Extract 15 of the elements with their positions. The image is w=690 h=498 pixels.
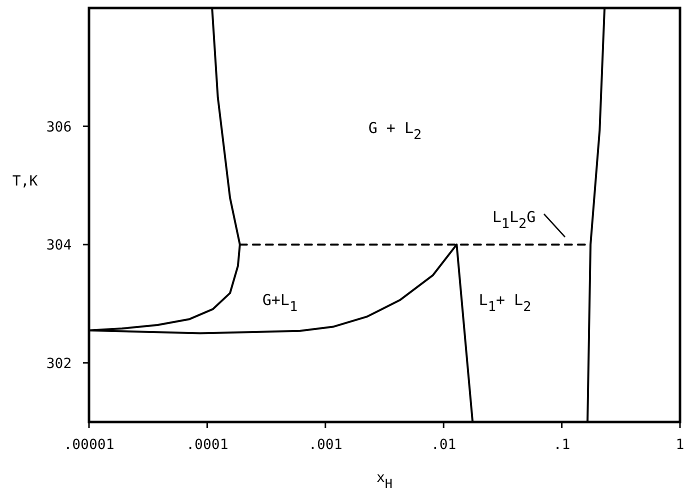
- x-tick-label: 1: [676, 437, 684, 453]
- y-tick-label: 304: [46, 238, 72, 254]
- x-tick-label: .0001: [186, 437, 228, 453]
- x-tick-label: .01: [430, 437, 456, 453]
- x-tick-label: .1: [553, 437, 570, 453]
- x-tick-label: .00001: [64, 437, 114, 453]
- annotation: G + L$_{2}$: [368, 119, 422, 144]
- y-axis-title: T,K: [12, 173, 38, 190]
- x-axis-title: x$_{H}$: [376, 470, 393, 491]
- annotation: L$_{1}$+ L$_{2}$: [478, 291, 532, 316]
- annotation: L$_{1}$L$_{2}$G: [492, 208, 536, 232]
- annotation: G+L$_{1}$: [262, 291, 298, 316]
- y-tick-label: 302: [46, 356, 72, 372]
- x-tick-label: .001: [308, 437, 342, 453]
- y-tick-label: 306: [46, 119, 72, 136]
